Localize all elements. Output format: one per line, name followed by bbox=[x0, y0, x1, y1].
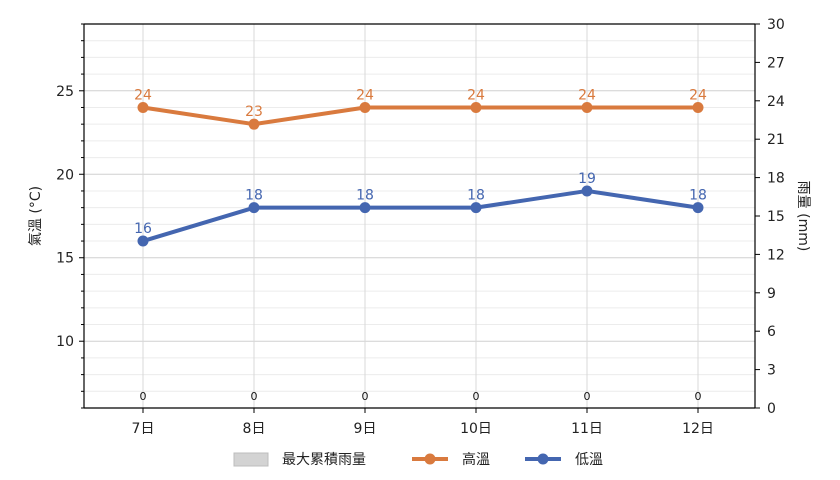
y-axis-left-label: 氣溫 (°C) bbox=[28, 186, 44, 246]
high-temp-value-label: 24 bbox=[467, 87, 485, 103]
y-right-tick-label: 9 bbox=[767, 286, 776, 302]
legend-label-high-temp: 高溫 bbox=[462, 451, 490, 468]
high-temp-point bbox=[581, 101, 593, 113]
legend-marker-high-temp bbox=[424, 453, 436, 465]
low-temp-value-label: 16 bbox=[134, 221, 152, 237]
high-temp-point bbox=[692, 101, 704, 113]
legend-marker-low-temp bbox=[537, 453, 549, 465]
high-temp-point bbox=[470, 101, 482, 113]
low-temp-point bbox=[248, 202, 260, 214]
low-temp-line bbox=[142, 188, 699, 243]
y-right-tick-label: 0 bbox=[767, 401, 776, 417]
y-right-tick-label: 18 bbox=[767, 171, 785, 187]
low-temp-value-label: 19 bbox=[578, 171, 596, 187]
y-right-tick-label: 12 bbox=[767, 247, 785, 263]
rain-value-label: 0 bbox=[362, 390, 369, 403]
grid-lines bbox=[84, 23, 755, 409]
legend-label-rain: 最大累積雨量 bbox=[282, 452, 366, 468]
low-temp-value-label: 18 bbox=[356, 188, 374, 204]
high-temp-point bbox=[359, 101, 371, 113]
temperature-lines: 24 23 24 24 24 24 16 18 18 18 19 18 bbox=[134, 87, 707, 247]
x-tick-label: 7日 bbox=[132, 421, 155, 437]
y-right-tick-label: 21 bbox=[767, 132, 785, 148]
y-left-tick-label: 15 bbox=[56, 251, 74, 267]
y-right-tick-label: 24 bbox=[767, 94, 785, 110]
high-temp-value-label: 24 bbox=[134, 87, 152, 103]
rain-value-label: 0 bbox=[584, 390, 591, 403]
y-left-tick-label: 25 bbox=[56, 84, 74, 100]
high-temp-value-label: 23 bbox=[245, 104, 263, 120]
high-temp-value-label: 24 bbox=[578, 87, 596, 103]
rain-value-label: 0 bbox=[473, 390, 480, 403]
high-temp-line bbox=[142, 105, 698, 127]
y-right-tick-label: 6 bbox=[767, 324, 776, 340]
y-left-tick-label: 20 bbox=[56, 167, 74, 183]
low-temp-value-label: 18 bbox=[467, 188, 485, 204]
axes: 10 15 20 25 0 3 6 9 12 15 18 21 24 27 30 7日 8日 9日 10日 11日 12… bbox=[56, 17, 785, 437]
low-temp-point bbox=[470, 202, 482, 214]
low-temp-point bbox=[581, 185, 593, 197]
rain-value-label: 0 bbox=[695, 390, 702, 403]
legend-label-low-temp: 低溫 bbox=[575, 452, 603, 468]
legend-swatch-rain bbox=[233, 452, 269, 467]
high-temp-point bbox=[248, 118, 260, 130]
x-tick-label: 11日 bbox=[571, 421, 603, 437]
x-tick-label: 8日 bbox=[243, 421, 266, 437]
legend: 最大累積雨量 高溫 低溫 bbox=[233, 451, 603, 468]
y-right-tick-label: 15 bbox=[767, 209, 785, 225]
high-temp-value-label: 24 bbox=[689, 87, 707, 103]
rain-value-label: 0 bbox=[140, 390, 147, 403]
x-tick-label: 10日 bbox=[460, 421, 492, 437]
low-temp-value-label: 18 bbox=[689, 188, 707, 204]
high-temp-value-label: 24 bbox=[356, 87, 374, 103]
x-tick-label: 9日 bbox=[354, 421, 377, 437]
low-temp-point bbox=[359, 202, 371, 214]
x-tick-label: 12日 bbox=[682, 421, 714, 437]
y-right-tick-label: 30 bbox=[767, 17, 785, 33]
y-right-tick-label: 3 bbox=[767, 363, 776, 379]
plot-frame bbox=[83, 23, 756, 409]
low-temp-point bbox=[692, 202, 704, 214]
rain-value-label: 0 bbox=[251, 390, 258, 403]
high-temp-point bbox=[137, 101, 149, 113]
y-left-tick-label: 10 bbox=[56, 334, 74, 350]
rain-bars: 0 0 0 0 0 0 bbox=[140, 390, 702, 403]
low-temp-value-label: 18 bbox=[245, 188, 263, 204]
y-axis-right-label: 雨量 (mm) bbox=[795, 181, 811, 252]
y-right-tick-label: 27 bbox=[767, 55, 785, 71]
low-temp-point bbox=[137, 235, 149, 247]
